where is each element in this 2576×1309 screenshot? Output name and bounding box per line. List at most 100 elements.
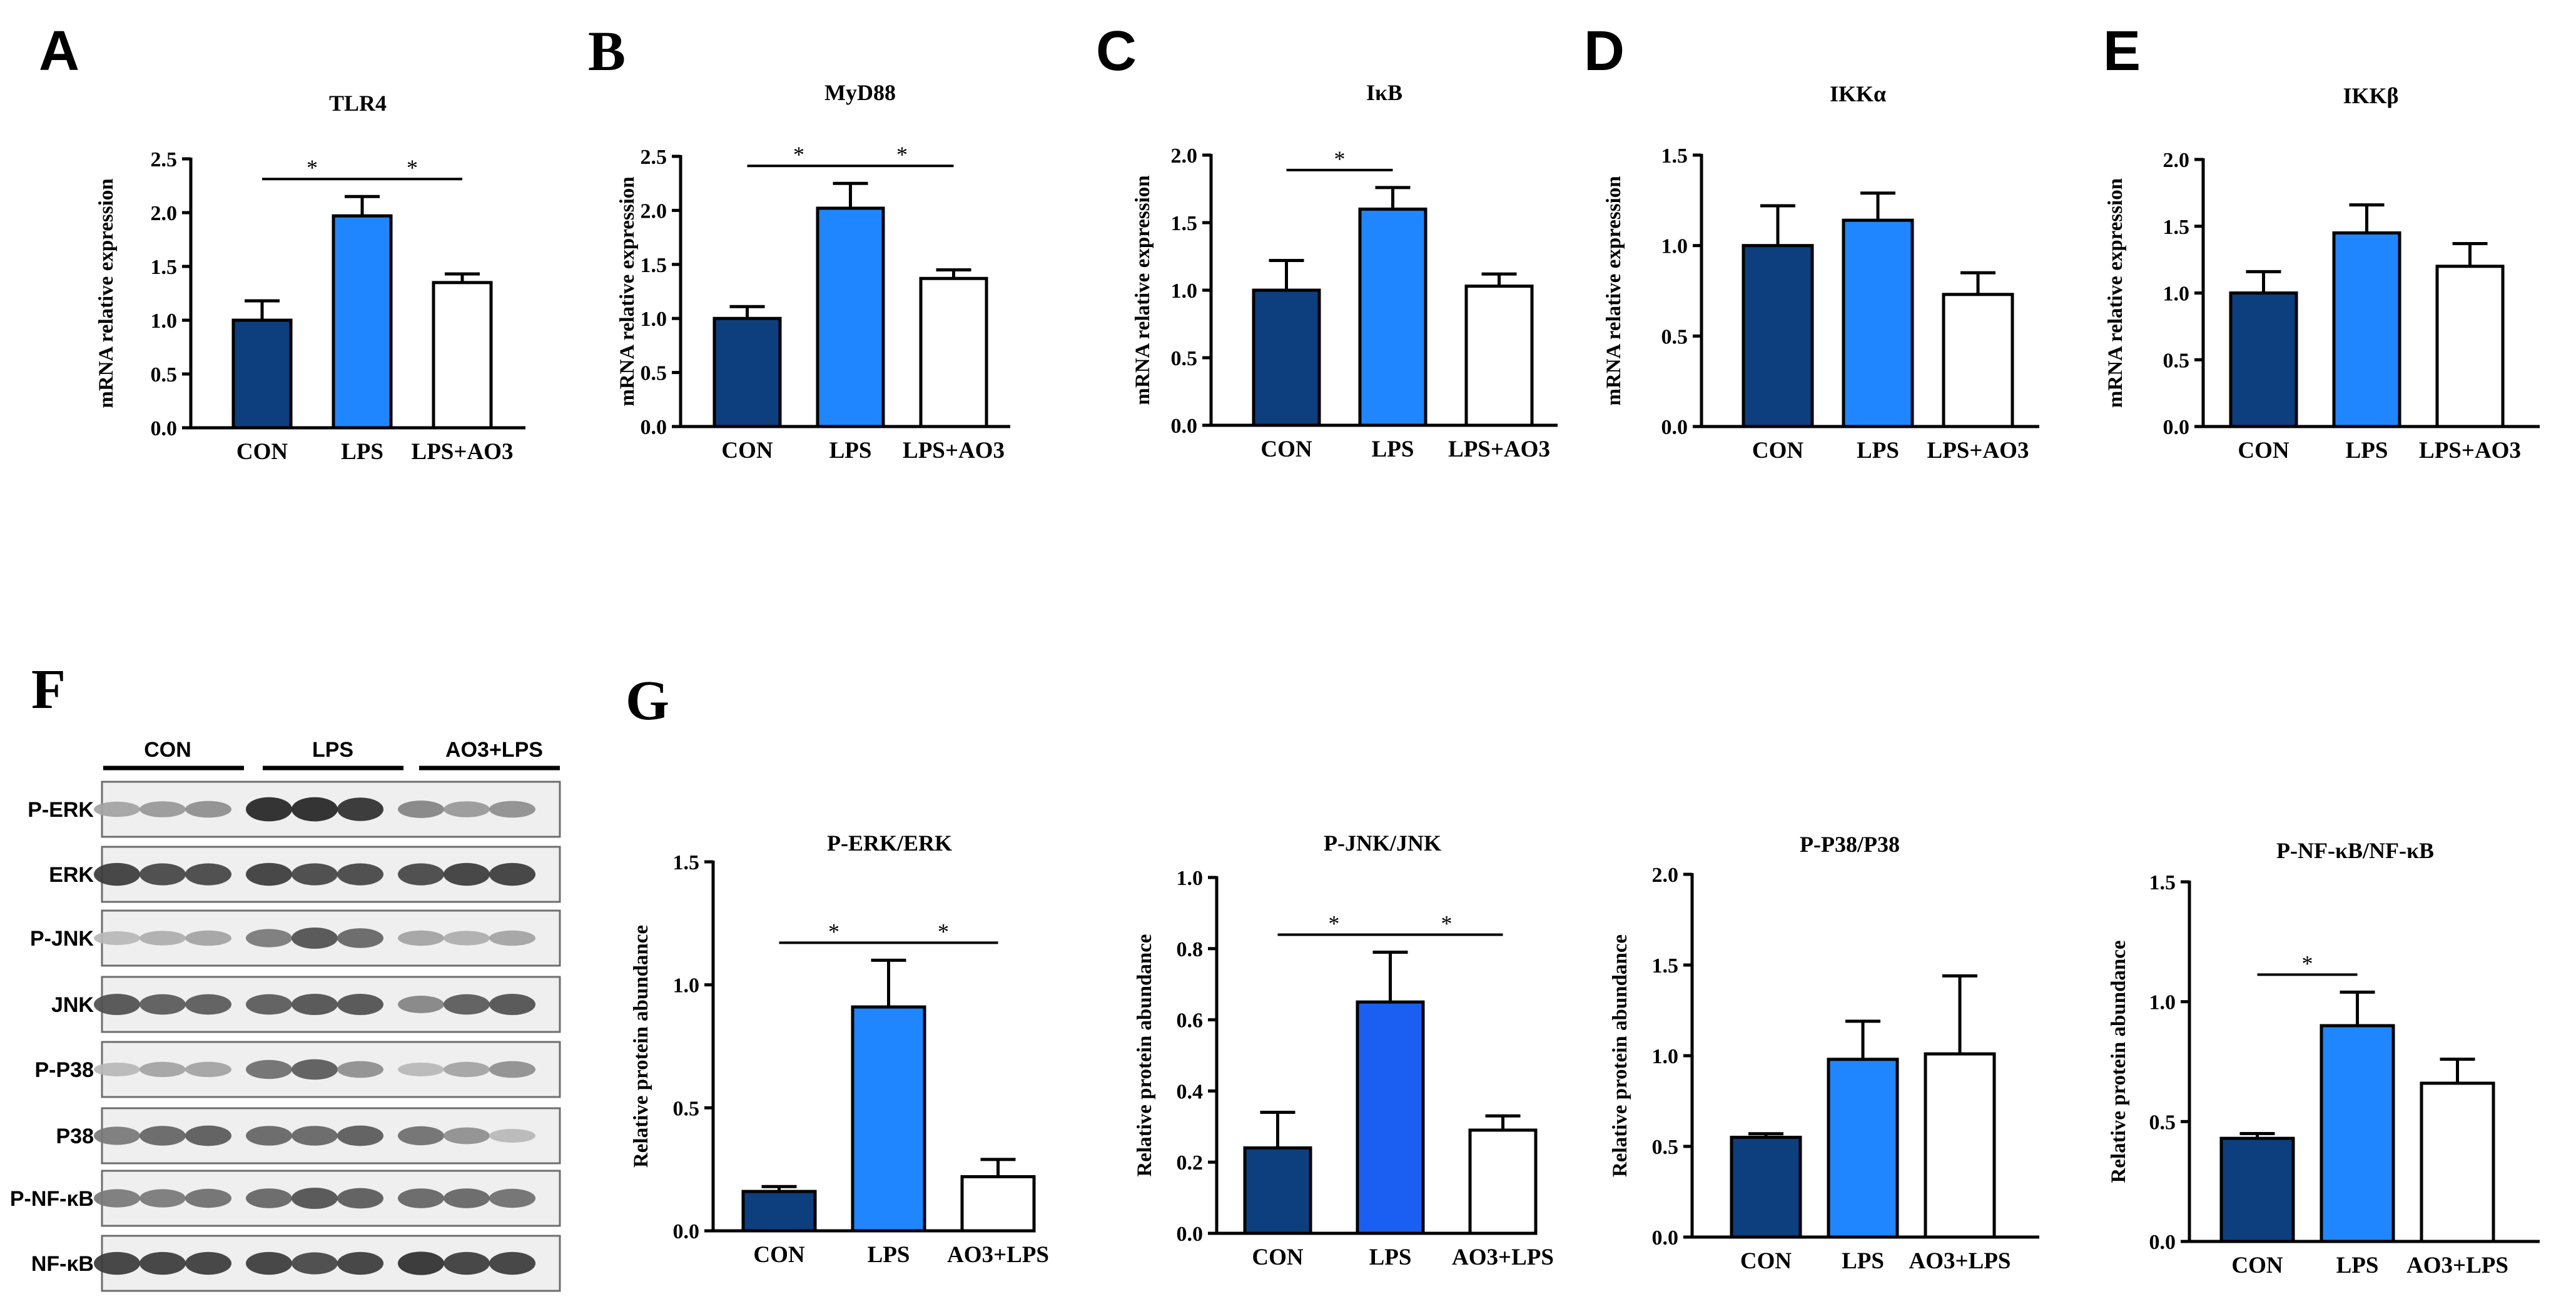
bar-lps [332, 214, 393, 430]
blot-band [139, 863, 186, 886]
chart-g3: P-P38/P38 Relative protein abundance 0.0 0.… [1609, 832, 2039, 1274]
y-tick-label: 0.5 [641, 362, 667, 385]
blot-band [444, 994, 490, 1015]
significance-star: * [1329, 911, 1340, 936]
y-tick-label: 1.5 [2163, 216, 2190, 239]
blot-band [185, 1061, 231, 1078]
blot-band [444, 931, 490, 946]
panel-letter-b: B [588, 21, 626, 83]
blot-band [185, 994, 231, 1015]
western-blot: CON LPS AO3+LPS P-ERK ERK P-JNK JNK P-P38 P38… [10, 738, 561, 1292]
y-axis-label: Relative protein abundance [1609, 934, 1631, 1177]
x-tick-label: CON [753, 1242, 805, 1268]
blot-group-con: CON [103, 738, 244, 771]
blot-band [292, 1126, 338, 1146]
y-tick-label: 0.0 [1171, 415, 1198, 438]
blot-band [246, 1188, 292, 1208]
y-tick-label: 0.0 [673, 1220, 700, 1243]
y-tick-label: 0.0 [1661, 416, 1688, 439]
blot-band [444, 1127, 490, 1145]
bar-lps [2320, 1024, 2395, 1243]
chart-title: IKKβ [2343, 83, 2399, 108]
y-tick-label: 2.0 [641, 200, 667, 223]
blot-band [444, 801, 490, 817]
blot-band [489, 801, 535, 818]
blot-row-label: P-P38 [35, 1058, 94, 1082]
chart-title: P-NF-κB/NF-κB [2276, 838, 2434, 863]
y-tick-label: 0.0 [641, 416, 667, 439]
significance-star: * [896, 142, 908, 167]
blot-band [94, 801, 140, 817]
blot-band [185, 930, 231, 946]
blot-group-label: LPS [312, 738, 353, 762]
blot-group-label: CON [144, 738, 191, 762]
blot-band [185, 1125, 231, 1146]
blot-band [185, 1188, 231, 1208]
blot-row-label: P-JNK [30, 927, 94, 951]
y-tick-label: 0.5 [1661, 325, 1688, 348]
chart-title: P-ERK/ERK [827, 831, 952, 856]
blot-band [444, 1061, 490, 1078]
blot-band [337, 994, 383, 1015]
blot-band [489, 1188, 535, 1208]
chart-title: TLR4 [329, 91, 387, 116]
y-tick-label: 0.0 [151, 417, 178, 440]
x-tick-label: LPS [2336, 1253, 2379, 1278]
bar-con [1742, 244, 1814, 428]
blot-band [139, 801, 186, 817]
x-tick-label: LPS+AO3 [2419, 438, 2521, 463]
y-tick-label: 2.0 [1171, 144, 1198, 168]
blot-band [337, 863, 383, 886]
blot-band [246, 1251, 292, 1275]
blot-row-label: P38 [56, 1125, 94, 1148]
blot-band [444, 1188, 490, 1208]
bar-con [231, 318, 293, 430]
x-tick-label: LPS [1369, 1245, 1412, 1270]
blot-band [94, 1251, 140, 1275]
y-tick-label: 1.0 [1652, 1045, 1679, 1068]
bar-con [741, 1190, 817, 1233]
y-tick-label: 1.5 [2149, 871, 2176, 894]
y-axis-label: Relative protein abundance [630, 925, 652, 1168]
blot-band [292, 1188, 338, 1209]
chart-g2: P-JNK/JNK Relative protein abundance 0.0 0.… [1133, 831, 1554, 1270]
blot-band [246, 994, 292, 1015]
blot-band [489, 930, 535, 946]
y-tick-label: 0.5 [673, 1097, 700, 1120]
x-tick-label: AO3+LPS [2406, 1253, 2508, 1278]
x-tick-label: LPS [829, 438, 872, 463]
blot-row: P38 [56, 1107, 561, 1165]
x-tick-label: CON [1740, 1248, 1792, 1274]
blot-row: P-ERK [28, 781, 561, 838]
x-tick-label: LPS [2346, 438, 2388, 463]
significance-star: * [1334, 146, 1346, 171]
y-tick-label: 2.5 [151, 148, 178, 171]
bar-ao3 [1942, 293, 2014, 428]
blot-band [94, 931, 140, 945]
blot-row: JNK [51, 976, 561, 1033]
blot-row: P-JNK [30, 909, 561, 967]
significance-star: * [307, 155, 318, 180]
blot-band [489, 1061, 535, 1078]
y-tick-label: 1.5 [1171, 212, 1198, 235]
bar-ao3 [2435, 265, 2505, 428]
bar-lps [1358, 207, 1427, 427]
bar-con [1252, 288, 1321, 427]
blot-band [398, 996, 444, 1013]
blot-band [94, 994, 140, 1015]
x-tick-label: AO3+LPS [1909, 1248, 2011, 1274]
blot-band [139, 1251, 186, 1275]
y-axis-label: mRNA relative expression [616, 176, 639, 406]
blot-band [246, 1059, 292, 1079]
y-tick-label: 1.0 [1177, 867, 1204, 890]
blot-row: ERK [49, 846, 561, 903]
y-tick-label: 1.0 [2163, 283, 2190, 306]
panel-letter-c: C [1096, 20, 1137, 83]
bar-ao3 [432, 281, 493, 430]
blot-row: NF-κB [31, 1235, 561, 1292]
y-tick-label: 0.5 [151, 363, 178, 387]
blot-band [246, 1126, 292, 1146]
x-tick-label: LPS [1372, 437, 1414, 462]
chart-d: IKKα mRNA relative expression 0.0 0.5 1.0 1.5… [1603, 81, 2039, 463]
